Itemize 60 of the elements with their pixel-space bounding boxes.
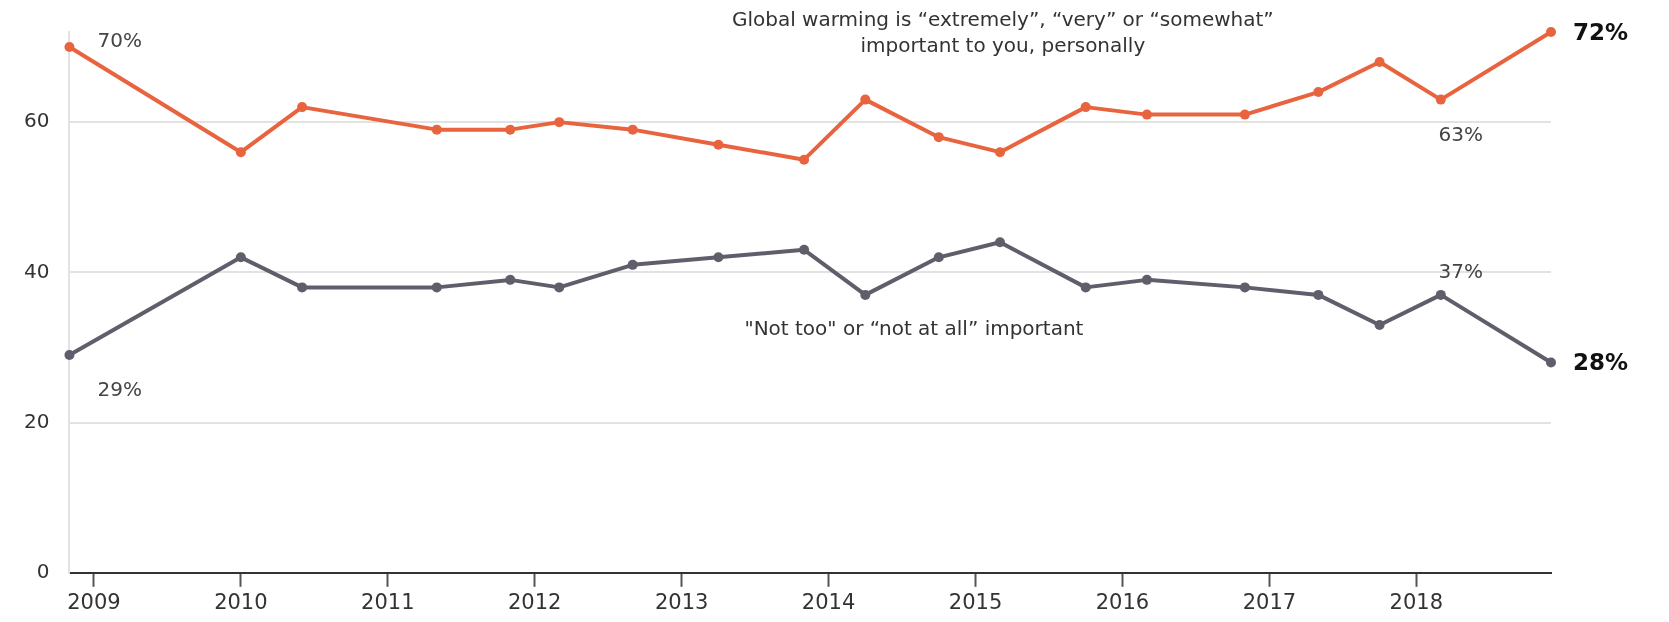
- point: [627, 259, 638, 270]
- point: [1374, 319, 1385, 330]
- y-tick-label: 20: [24, 408, 50, 433]
- point: [713, 139, 724, 150]
- point: [554, 117, 565, 128]
- point: [1239, 282, 1250, 293]
- point: [505, 274, 516, 285]
- y-tick-label: 40: [24, 258, 50, 283]
- series-label: "Not too" or “not at all” important: [744, 315, 1084, 340]
- x-tick-label: 2016: [1095, 589, 1150, 614]
- point: [235, 252, 246, 263]
- data-label: 37%: [1438, 259, 1484, 284]
- point: [1141, 109, 1152, 120]
- data-label: 72%: [1573, 18, 1629, 45]
- point: [995, 147, 1006, 158]
- point: [1080, 282, 1091, 293]
- data-label: 28%: [1573, 349, 1629, 376]
- point: [713, 252, 724, 263]
- x-tick-label: 2009: [67, 589, 121, 614]
- point: [554, 282, 565, 293]
- point: [1313, 87, 1324, 98]
- x-tick-label: 2010: [214, 589, 268, 614]
- point: [1313, 289, 1324, 300]
- point: [235, 147, 246, 158]
- y-tick-label: 0: [36, 559, 50, 583]
- point: [1080, 102, 1091, 113]
- point: [1546, 357, 1556, 368]
- x-tick-label: 2017: [1242, 589, 1297, 614]
- x-tick-label: 2012: [508, 589, 562, 614]
- point: [297, 102, 308, 113]
- point: [505, 124, 516, 135]
- point: [1546, 27, 1556, 37]
- point: [64, 349, 75, 360]
- x-tick-label: 2013: [654, 589, 709, 614]
- point: [799, 244, 810, 255]
- point: [799, 154, 810, 165]
- data-label: 29%: [97, 377, 142, 402]
- text: Global warming is “extremely”, “very” or “somewhat” important to you, personally: [731, 7, 1274, 58]
- x-tick-label: 2014: [801, 589, 856, 614]
- point: [860, 94, 871, 105]
- point: [860, 289, 871, 300]
- point: [431, 282, 442, 293]
- x-tick-label: 2011: [361, 589, 415, 614]
- point: [1239, 109, 1250, 120]
- point: [64, 42, 75, 53]
- point: [1435, 94, 1446, 105]
- x-tick-label: 2018: [1389, 589, 1444, 614]
- point: [1141, 274, 1152, 285]
- point: [627, 124, 638, 135]
- point: [933, 252, 944, 263]
- point: [995, 237, 1006, 248]
- y-tick-label: 60: [24, 108, 50, 133]
- point: [1374, 57, 1385, 68]
- point: [933, 132, 944, 143]
- data-label: 70%: [97, 28, 142, 53]
- point: [1435, 289, 1446, 300]
- point: [297, 282, 308, 293]
- data-label: 63%: [1438, 121, 1484, 146]
- point: [431, 124, 442, 135]
- x-tick-label: 2015: [948, 589, 1003, 614]
